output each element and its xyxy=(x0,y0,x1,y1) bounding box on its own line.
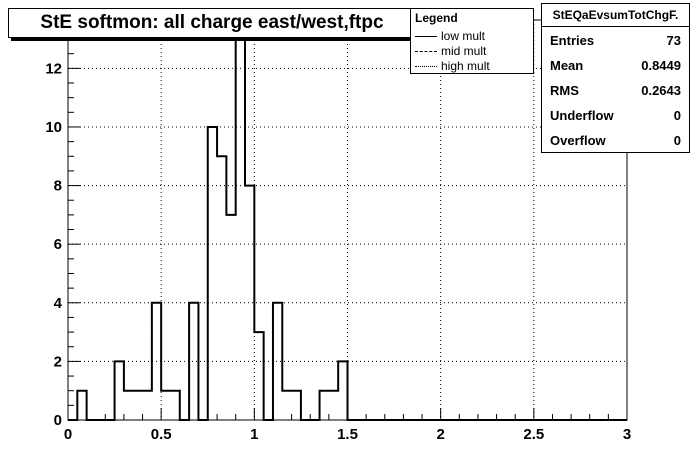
histogram-bin xyxy=(77,391,86,420)
histogram-bin xyxy=(161,391,170,420)
legend-line-dotted xyxy=(415,66,437,67)
histogram-bin xyxy=(236,39,245,420)
legend-label: low mult xyxy=(441,29,486,43)
stat-row-mean: Mean 0.8449 xyxy=(542,53,689,78)
histogram-bin xyxy=(329,391,338,420)
histogram-bin xyxy=(292,391,301,420)
x-tick-label: 0.5 xyxy=(151,426,172,443)
y-tick-label: 8 xyxy=(54,178,62,195)
y-tick-label: 2 xyxy=(54,353,62,370)
stat-label: Overflow xyxy=(550,133,606,148)
histogram-bin xyxy=(133,391,142,420)
histogram-bin xyxy=(217,156,226,420)
legend-header: Legend xyxy=(415,11,458,25)
x-tick-label: 2.5 xyxy=(523,426,544,443)
legend-entry-low-mult: low mult xyxy=(411,29,533,43)
x-tick-label: 2 xyxy=(436,426,444,443)
legend-entry-mid-mult: mid mult xyxy=(411,44,533,58)
stat-value: 0 xyxy=(673,133,681,148)
y-tick-label: 12 xyxy=(45,60,62,77)
stat-value: 0.2643 xyxy=(641,83,681,98)
stat-row-overflow: Overflow 0 xyxy=(542,128,689,153)
stats-box: StEQaEvsumTotChgF. Entries 73 Mean 0.844… xyxy=(541,3,690,153)
y-tick-label: 6 xyxy=(54,236,62,253)
histogram-bin xyxy=(189,303,198,420)
x-tick-label: 1.5 xyxy=(337,426,358,443)
chart-title: StE softmon: all charge east/west,ftpc xyxy=(40,12,384,33)
histogram-bin xyxy=(170,391,179,420)
legend-line-solid xyxy=(415,36,437,37)
histogram-bin xyxy=(320,391,329,420)
stat-row-rms: RMS 0.2643 xyxy=(542,78,689,103)
legend: Legend low mult mid mult high mult xyxy=(410,8,534,74)
stat-row-underflow: Underflow 0 xyxy=(542,103,689,128)
stat-label: Mean xyxy=(550,58,584,73)
x-tick-label: 3 xyxy=(623,426,631,443)
stats-histogram-name: StEQaEvsumTotChgF. xyxy=(542,4,689,27)
y-tick-label: 0 xyxy=(54,412,62,429)
y-tick-label: 4 xyxy=(54,295,63,312)
legend-label: mid mult xyxy=(441,44,487,58)
stat-value: 0.8449 xyxy=(641,58,681,73)
stat-label: Entries xyxy=(550,33,595,48)
histogram-bin xyxy=(254,332,263,420)
stat-row-entries: Entries 73 xyxy=(542,28,689,53)
histogram-bin xyxy=(143,391,152,420)
y-axis: 0 2 4 6 8 10 12 xyxy=(45,23,80,429)
stat-label: Underflow xyxy=(550,108,614,123)
y-tick-label: 10 xyxy=(45,119,62,136)
histogram-bin xyxy=(124,391,133,420)
legend-line-dashed xyxy=(415,51,437,52)
legend-label: high mult xyxy=(441,59,490,73)
x-tick-label: 1 xyxy=(250,426,258,443)
stat-label: RMS xyxy=(550,83,579,98)
histogram-bin xyxy=(282,391,291,420)
stat-value: 73 xyxy=(666,33,681,48)
title-box: StE softmon: all charge east/west,ftpc xyxy=(8,8,416,38)
x-axis: 0 0.5 1 1.5 2 2.5 3 xyxy=(64,408,631,443)
stat-value: 0 xyxy=(673,108,681,123)
x-tick-label: 0 xyxy=(64,426,72,443)
histogram-bin xyxy=(208,127,217,420)
histogram-bin xyxy=(115,361,124,420)
legend-entry-high-mult: high mult xyxy=(411,59,533,73)
histogram-bin xyxy=(338,361,347,420)
histogram-bin xyxy=(226,215,235,420)
